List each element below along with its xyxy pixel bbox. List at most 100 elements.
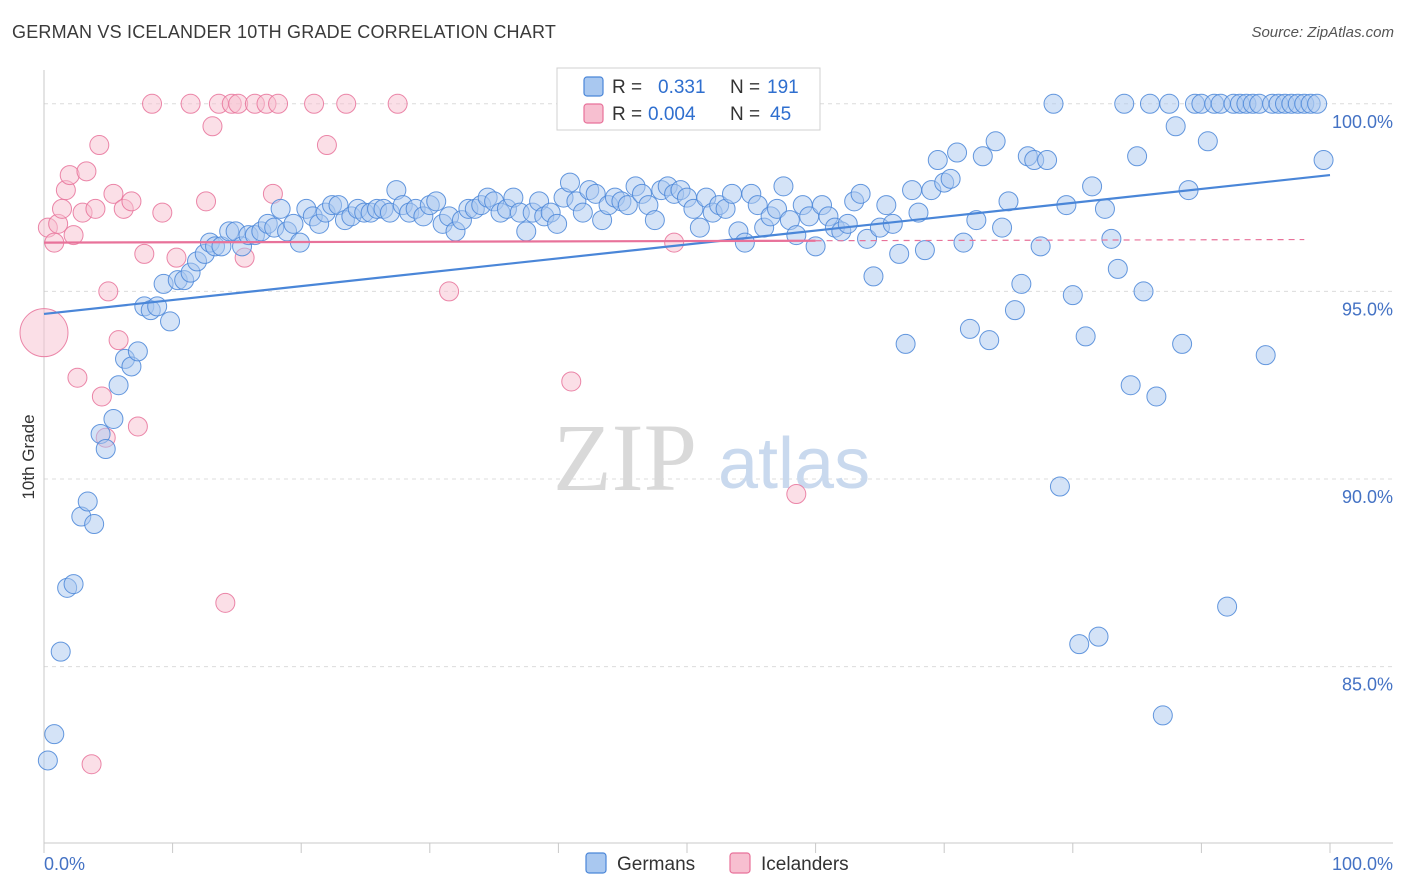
icelander-n-label: N = <box>730 104 760 125</box>
icelander-n-value: 45 <box>770 104 791 125</box>
y-tick-label: 85.0% <box>1342 675 1393 695</box>
icelanders-point <box>63 225 84 246</box>
icelander-r-label: R = <box>612 104 642 125</box>
germans-point <box>1152 705 1173 726</box>
axes <box>43 70 1393 853</box>
german-n-label: N = <box>730 77 760 98</box>
stats-legend: R = 0.331 N = 191 R = 0.004 N = 45 <box>556 67 821 131</box>
germans-point <box>572 202 593 223</box>
icelanders-point <box>103 183 124 204</box>
germans-point <box>902 180 923 201</box>
germans-point <box>1082 176 1103 197</box>
germans-point <box>283 213 304 234</box>
icelanders-point <box>439 281 460 302</box>
icelanders-point <box>52 198 73 219</box>
icelanders-point <box>664 232 685 253</box>
series-legend: Germans Icelanders <box>585 852 849 875</box>
germans-point <box>979 330 1000 351</box>
germans-point <box>895 333 916 354</box>
icelanders-point <box>98 281 119 302</box>
germans-point <box>966 210 987 231</box>
y-tick-labels: 85.0% 90.0% 95.0% 100.0% <box>1332 112 1393 695</box>
germans-point <box>767 198 788 219</box>
german-r-label: R = <box>612 77 642 98</box>
germans-point <box>160 311 181 332</box>
data-points <box>19 93 1334 775</box>
germans-point <box>44 724 65 745</box>
germans-point <box>992 217 1013 238</box>
source-label: Source: ZipAtlas.com <box>1251 24 1394 41</box>
y-tick-label: 90.0% <box>1342 487 1393 507</box>
german-n-value: 191 <box>767 77 799 98</box>
x-tick-label-max: 100.0% <box>1332 854 1393 874</box>
germans-point <box>1197 131 1218 152</box>
germans-point <box>1043 93 1064 114</box>
legend-icelanders-label: Icelanders <box>761 854 849 875</box>
germans-point <box>108 375 129 396</box>
germans-point <box>914 240 935 261</box>
icelanders-point <box>786 484 807 505</box>
germans-point <box>617 195 638 216</box>
icelanders-point <box>121 191 142 212</box>
germans-point <box>426 191 447 212</box>
germans-point <box>1217 596 1238 617</box>
germans-point <box>947 142 968 163</box>
germans-point <box>985 131 1006 152</box>
germans-point <box>516 221 537 242</box>
icelanders-point <box>561 371 582 392</box>
icelanders-point <box>180 93 201 114</box>
germans-point <box>857 228 878 249</box>
legend-icelanders-swatch <box>729 852 751 874</box>
germans-point <box>103 408 124 429</box>
germans-point <box>837 213 858 234</box>
germans-point <box>559 172 580 193</box>
germans-point <box>147 296 168 317</box>
germans-point <box>1011 273 1032 294</box>
germans-point <box>95 438 116 459</box>
germans-point <box>1127 146 1148 167</box>
germans-point <box>644 210 665 231</box>
icelanders-point <box>387 93 408 114</box>
trend-lines <box>43 173 1331 316</box>
icelanders-point <box>196 191 217 212</box>
german-swatch <box>583 76 604 97</box>
germans-point <box>585 183 606 204</box>
icelanders-point <box>91 386 112 407</box>
germans-point <box>734 232 755 253</box>
chart-title: GERMAN VS ICELANDER 10TH GRADE CORRELATI… <box>12 22 557 42</box>
germans-point <box>722 183 743 204</box>
icelanders-point <box>142 93 163 114</box>
icelanders-point <box>19 308 69 358</box>
germans-point <box>889 243 910 264</box>
germans-point <box>1049 476 1070 497</box>
germans-point <box>972 146 993 167</box>
germans-point <box>863 266 884 287</box>
germans-point <box>1107 258 1128 279</box>
germans-point <box>1030 236 1051 257</box>
germans-point <box>1062 285 1083 306</box>
germans-point <box>1088 626 1109 647</box>
germans-point <box>1133 281 1154 302</box>
y-tick-label: 100.0% <box>1332 112 1393 132</box>
icelanders-point <box>304 93 325 114</box>
icelanders-point <box>134 243 155 264</box>
icelanders-point <box>336 93 357 114</box>
legend-germans-swatch <box>585 852 607 874</box>
icelanders-point <box>89 135 110 156</box>
germans-trend-line <box>43 173 1331 316</box>
germans-point <box>959 318 980 339</box>
germans-point <box>1037 150 1058 171</box>
germans-point <box>1120 375 1141 396</box>
germans-point <box>1165 116 1186 137</box>
germans-point <box>1139 93 1160 114</box>
icelanders-point <box>152 202 173 223</box>
germans-point <box>1101 228 1122 249</box>
germans-point <box>1313 150 1334 171</box>
germans-point <box>77 491 98 512</box>
germans-point <box>773 176 794 197</box>
icelanders-point <box>166 247 187 268</box>
icelanders-point <box>76 161 97 182</box>
germans-point <box>876 195 897 216</box>
icelanders-point <box>316 135 337 156</box>
germans-point <box>1146 386 1167 407</box>
